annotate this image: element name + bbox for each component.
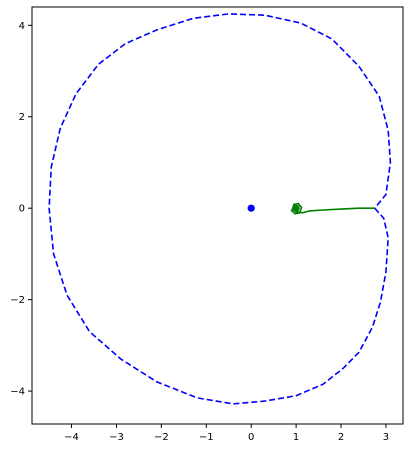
- y-tick-label: 2: [19, 112, 25, 123]
- x-tick-label: 1: [293, 432, 299, 443]
- marker-layer: [247, 204, 300, 212]
- y-tick-label: 0: [19, 204, 25, 215]
- marker-point-0: [247, 204, 255, 212]
- y-tick-label: −4: [10, 387, 25, 398]
- x-tick-label: −3: [109, 432, 124, 443]
- y-axis: −4 −2 0 2 4: [10, 21, 32, 398]
- x-tick-label: −4: [64, 432, 79, 443]
- x-tick-label: −2: [154, 432, 169, 443]
- series-layer: [48, 13, 392, 405]
- plot-frame: [31, 6, 404, 425]
- y-tick-label: −2: [10, 295, 25, 306]
- plot-background: [32, 7, 403, 424]
- marker-point-1: [292, 204, 300, 212]
- x-axis: −4 −3 −2 −1 0 1 2 3: [64, 424, 389, 443]
- x-tick-label: 0: [248, 432, 254, 443]
- y-tick-label: 4: [19, 21, 25, 32]
- x-tick-label: −1: [199, 432, 214, 443]
- x-tick-label: 2: [338, 432, 344, 443]
- series-line-0: [48, 13, 392, 405]
- series-line-1: [290, 202, 375, 215]
- x-tick-label: 3: [383, 432, 389, 443]
